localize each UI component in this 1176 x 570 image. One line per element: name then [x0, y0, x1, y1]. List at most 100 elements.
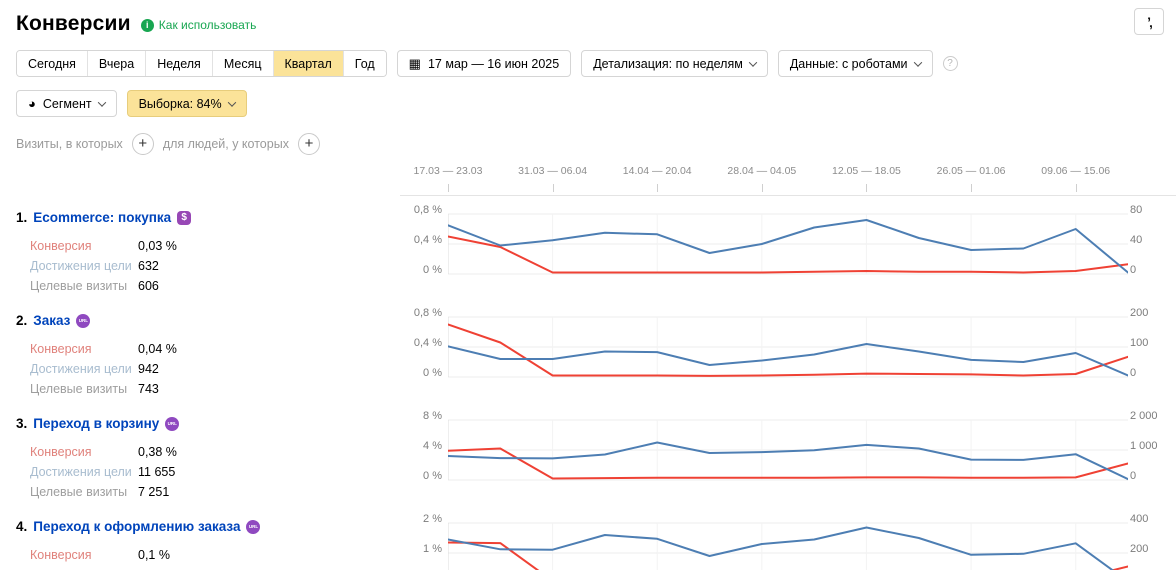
metric-label: Достижения цели	[30, 259, 132, 273]
right-axis-label: 100	[1130, 337, 1149, 349]
right-axis-label: 1 000	[1130, 440, 1158, 452]
chevron-down-icon	[227, 97, 236, 107]
goal-chart-svg	[448, 213, 1128, 275]
date-axis-label: 28.04 — 04.05	[727, 165, 797, 177]
goal-info: 3. Переход в корзину URL Конверсия 0,38 % Дос…	[0, 408, 400, 502]
metric-row: Конверсия 0,38 %	[16, 442, 400, 462]
series-conversion-line	[448, 541, 1128, 570]
goal-chart: 0,8 % 0,4 % 0 % 200 100 0	[400, 305, 1176, 393]
goal-title-link[interactable]: Переход к оформлению заказа	[33, 519, 241, 534]
period-button-4[interactable]: Квартал	[272, 51, 343, 76]
goal-title-link[interactable]: Ecommerce: покупка	[33, 210, 172, 225]
date-axis-label: 26.05 — 01.06	[936, 165, 1006, 177]
commas-icon: ’‚	[1147, 13, 1153, 30]
metric-value: 0,38 %	[138, 445, 177, 459]
metric-row: Достижения цели 632	[16, 256, 400, 276]
metric-value: 0,03 %	[138, 239, 177, 253]
goal-chart: 2 %1 %0 %4002000	[400, 511, 1176, 570]
series-reaches-line	[448, 219, 1128, 274]
url-goal-badge-icon: URL	[165, 416, 180, 431]
right-axis-label: 0	[1130, 367, 1137, 379]
goal-title: 1. Ecommerce: покупка $	[16, 210, 400, 225]
sample-dropdown[interactable]: Выборка: 84%	[126, 90, 247, 117]
date-axis: 17.03 — 23.03 31.03 — 06.04 14.04 — 20.04 2…	[400, 163, 1176, 196]
people-filter-label: для людей, у которых	[162, 137, 289, 151]
metric-row: Достижения цели3 389	[16, 565, 400, 570]
period-button-1[interactable]: Вчера	[86, 51, 146, 76]
left-axis-label: 0,4 %	[413, 337, 442, 349]
goal-chart: 0,8 % 0,4 % 0 % 80 40 0	[400, 202, 1176, 290]
date-axis-label: 09.06 — 15.06	[1041, 165, 1111, 177]
series-conversion-line	[448, 447, 1128, 480]
metric-value: 942	[138, 362, 159, 376]
date-axis-label: 14.04 — 20.04	[622, 165, 692, 177]
series-conversion-line	[448, 235, 1128, 274]
period-button-3[interactable]: Месяц	[211, 51, 273, 76]
period-button-5[interactable]: Год	[342, 51, 386, 76]
date-axis-tick	[1075, 184, 1077, 192]
add-visit-condition-button[interactable]: +	[131, 133, 154, 155]
period-segmented-control: Сегодня Вчера Неделя Месяц Квартал Год	[16, 50, 387, 77]
metric-value: 606	[138, 279, 159, 293]
goal-number: 2.	[16, 313, 28, 328]
metric-label: Целевые визиты	[30, 279, 128, 293]
right-axis-label: 80	[1130, 204, 1143, 216]
goal-title: 4. Переход к оформлению заказа URL	[16, 519, 400, 534]
detalization-dropdown[interactable]: Детализация: по неделям	[581, 50, 768, 77]
filter-bar: Визиты, в которых + для людей, у которых…	[0, 133, 1176, 155]
goal-title: 2. Заказ URL	[16, 313, 400, 328]
goal-title-link[interactable]: Переход в корзину	[33, 416, 160, 431]
goal-chart: 8 % 4 % 0 % 2 000 1 000 0	[400, 408, 1176, 496]
data-mode-dropdown[interactable]: Данные: с роботами	[777, 50, 933, 77]
page-title: Конверсии	[16, 12, 131, 35]
left-axis-label: 4 %	[423, 440, 442, 452]
date-axis-label: 31.03 — 06.04	[518, 165, 588, 177]
date-axis-tick	[552, 184, 554, 192]
metric-label: Целевые визиты	[30, 485, 128, 499]
how-to-use-link[interactable]: Как использовать	[158, 18, 257, 32]
right-axis-label: 40	[1130, 234, 1143, 246]
right-axis-label: 200	[1130, 307, 1149, 319]
calendar-icon: ▦	[408, 55, 421, 71]
left-axis-label: 0,8 %	[413, 204, 442, 216]
segment-label: Сегмент	[42, 96, 92, 111]
right-axis-label: 2 000	[1130, 410, 1158, 422]
metric-row: Целевые визиты 7 251	[16, 482, 400, 502]
left-axis-label: 1 %	[423, 543, 442, 555]
goal-row: 4. Переход к оформлению заказа URL Конверси…	[0, 511, 1176, 570]
goal-chart-svg	[448, 522, 1128, 570]
goal-info: 1. Ecommerce: покупка $ Конверсия 0,03 % Дост…	[0, 202, 400, 296]
left-axis-label: 2 %	[423, 513, 442, 525]
left-axis-label: 0,4 %	[413, 234, 442, 246]
info-icon: i	[140, 18, 154, 32]
add-people-condition-button[interactable]: +	[297, 133, 320, 155]
goal-number: 3.	[16, 416, 28, 431]
period-button-0[interactable]: Сегодня	[17, 51, 87, 76]
metric-row: Достижения цели 11 655	[16, 462, 400, 482]
series-conversion-line	[448, 323, 1128, 377]
visits-filter-label: Визиты, в которых	[16, 137, 123, 151]
goal-row: 2. Заказ URL Конверсия 0,04 % Достижения цели…	[0, 305, 1176, 399]
goal-title-link[interactable]: Заказ	[33, 313, 71, 328]
metric-label: Целевые визиты	[30, 382, 128, 396]
chevron-down-icon	[913, 57, 922, 67]
goal-number: 4.	[16, 519, 28, 534]
metric-label: Конверсия	[30, 548, 92, 562]
date-range-button[interactable]: ▦ 17 мар — 16 июн 2025	[396, 50, 572, 77]
question-icon[interactable]: ?	[942, 56, 958, 71]
segment-dropdown[interactable]: ◕ Сегмент	[16, 90, 117, 117]
metric-row: Достижения цели 942	[16, 359, 400, 379]
metric-row: Конверсия 0,03 %	[16, 236, 400, 256]
widgets-button[interactable]: ’‚	[1134, 8, 1164, 35]
date-axis-label: 12.05 — 18.05	[832, 165, 901, 177]
period-button-2[interactable]: Неделя	[145, 51, 212, 76]
metric-value: 7 251	[138, 485, 170, 499]
left-axis-label: 0 %	[423, 264, 442, 276]
series-reaches-line	[448, 343, 1128, 377]
metric-row: Целевые визиты 606	[16, 276, 400, 296]
goal-title: 3. Переход в корзину URL	[16, 416, 400, 431]
goal-chart-svg	[448, 316, 1128, 378]
metric-row: Конверсия 0,04 %	[16, 339, 400, 359]
left-axis-label: 8 %	[423, 410, 442, 422]
